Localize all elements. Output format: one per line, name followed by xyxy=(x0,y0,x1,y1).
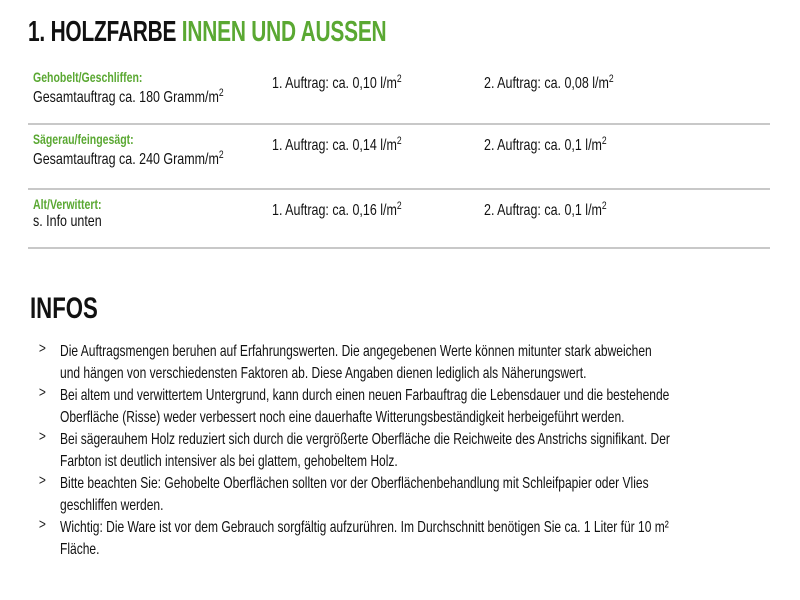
row-total: Gesamtauftrag ca. 180 Gramm/m2 xyxy=(33,87,224,107)
info-text-line: Bei sägerauhem Holz reduziert sich durch… xyxy=(60,431,670,448)
info-text-line: Farbton ist deutlich intensiver als bei … xyxy=(60,453,398,470)
table-row: Gehobelt/Geschliffen: Gesamtauftrag ca. 1… xyxy=(28,62,770,125)
row-label: Sägerau/feingesägt: xyxy=(33,132,134,147)
infos-heading: INFOS xyxy=(30,292,98,325)
title-accent: INNEN UND AUSSEN xyxy=(181,16,387,48)
info-text-line: geschliffen werden. xyxy=(60,497,164,514)
coat-2: 2. Auftrag: ca. 0,1 l/m2 xyxy=(484,200,607,220)
row-label: Alt/Verwittert: xyxy=(33,197,102,212)
title-main: 1. HOLZFARBE xyxy=(28,16,177,48)
info-text-line: Bei altem und verwittertem Untergrund, k… xyxy=(60,387,670,404)
info-text-line: und hängen von verschiedensten Faktoren … xyxy=(60,365,587,382)
info-text-line: Wichtig: Die Ware ist vor dem Gebrauch s… xyxy=(60,519,669,536)
coat-2: 2. Auftrag: ca. 0,1 l/m2 xyxy=(484,135,607,155)
chevron-right-icon: > xyxy=(38,384,46,401)
chevron-right-icon: > xyxy=(38,472,46,489)
row-label: Gehobelt/Geschliffen: xyxy=(33,70,143,85)
coat-2: 2. Auftrag: ca. 0,08 l/m2 xyxy=(484,73,614,93)
chevron-right-icon: > xyxy=(38,516,46,533)
coat-1: 1. Auftrag: ca. 0,10 l/m2 xyxy=(272,73,402,93)
table-row: Sägerau/feingesägt: Gesamtauftrag ca. 240… xyxy=(28,124,770,190)
table-row: Alt/Verwittert: s. Info unten 1. Auftrag: … xyxy=(28,189,770,249)
chevron-right-icon: > xyxy=(38,340,46,357)
page-title: 1. HOLZFARBE INNEN UND AUSSEN xyxy=(28,16,387,49)
info-text-line: Fläche. xyxy=(60,541,100,558)
coat-1: 1. Auftrag: ca. 0,16 l/m2 xyxy=(272,200,402,220)
info-text-line: Oberfläche (Risse) weder verbessert noch… xyxy=(60,409,625,426)
row-total: Gesamtauftrag ca. 240 Gramm/m2 xyxy=(33,149,224,169)
row-total: s. Info unten xyxy=(33,213,102,230)
info-text-line: Bitte beachten Sie: Gehobelte Oberfläche… xyxy=(60,475,649,492)
info-text-line: Die Auftragsmengen beruhen auf Erfahrung… xyxy=(60,343,652,360)
chevron-right-icon: > xyxy=(38,428,46,445)
coat-1: 1. Auftrag: ca. 0,14 l/m2 xyxy=(272,135,402,155)
